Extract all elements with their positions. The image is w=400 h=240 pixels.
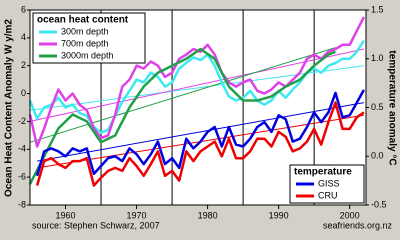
legend-title: temperature bbox=[294, 167, 352, 178]
series-line bbox=[35, 89, 365, 177]
legend-label: GISS bbox=[318, 178, 340, 188]
x-tick-label: 1970 bbox=[127, 210, 147, 220]
legend-label: 3000m depth bbox=[61, 50, 114, 60]
plot-layer bbox=[28, 10, 366, 205]
series-line bbox=[35, 101, 365, 187]
y-axis-label: Ocean Heat Content Anomaly W y/m2 bbox=[4, 19, 15, 197]
y-tick-label: 2 bbox=[21, 60, 26, 70]
y-tick-label: -2 bbox=[18, 116, 26, 126]
legend-label: 300m depth bbox=[61, 26, 109, 36]
x-tick-label: 2000 bbox=[340, 210, 360, 220]
y-tick-label: 4 bbox=[21, 32, 26, 42]
series-line bbox=[28, 47, 336, 185]
y2-tick-label: 0.0 bbox=[371, 151, 384, 161]
y-tick-label: -8 bbox=[18, 199, 26, 209]
trend-line bbox=[37, 102, 364, 162]
y2-tick-label: -0.5 bbox=[371, 199, 387, 209]
x-tick-label: 1980 bbox=[198, 210, 218, 220]
x-tick-label: 1960 bbox=[56, 210, 76, 220]
source: source: Stephen Schwarz, 2007 bbox=[32, 220, 160, 230]
y-tick-label: -6 bbox=[18, 172, 26, 182]
y-tick-label: 6 bbox=[21, 4, 26, 14]
legend-label: 700m depth bbox=[61, 38, 109, 48]
y-tick-label: -4 bbox=[18, 144, 26, 154]
x-tick-label: 1990 bbox=[269, 210, 289, 220]
y2-axis-label: temperature anomaly °C bbox=[386, 50, 397, 165]
credit: seafriends.org.nz bbox=[323, 220, 393, 230]
trend-line bbox=[29, 47, 336, 143]
y-tick-label: 0 bbox=[21, 88, 26, 98]
legend-label: CRU bbox=[318, 190, 338, 200]
y2-tick-label: 1.0 bbox=[371, 53, 384, 63]
chart: Ocean Heat Content Anomaly W y/m2 temper… bbox=[4, 4, 398, 230]
y2-tick-label: 1.5 bbox=[371, 4, 384, 14]
y2-tick-label: 0.5 bbox=[371, 102, 384, 112]
legend-title: ocean heat content bbox=[37, 15, 129, 26]
